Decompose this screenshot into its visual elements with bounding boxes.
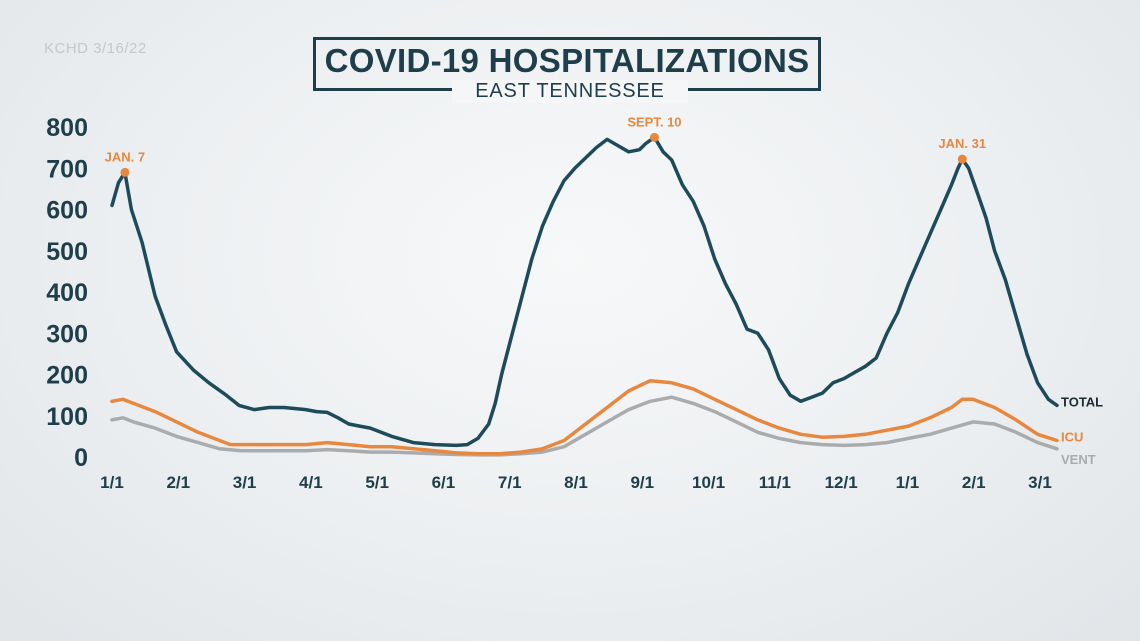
peak-marker <box>957 154 967 164</box>
peak-label: SEPT. 10 <box>627 114 681 129</box>
series-line-total <box>110 135 1059 448</box>
x-tick-label: 2/1 <box>166 473 190 492</box>
series-lines <box>110 135 1059 457</box>
y-tick-label: 800 <box>46 114 88 142</box>
x-tick-label: 10/1 <box>692 473 725 492</box>
y-tick-label: 500 <box>46 238 88 266</box>
x-tick-label: 1/1 <box>896 473 920 492</box>
x-tick-label: 9/1 <box>630 473 654 492</box>
series-line-vent <box>110 395 1059 457</box>
x-tick-label: 3/1 <box>1028 473 1052 492</box>
peak-label: JAN. 7 <box>105 149 145 164</box>
y-tick-label: 0 <box>74 444 88 472</box>
y-tick-label: 200 <box>46 362 88 390</box>
x-tick-label: 7/1 <box>498 473 522 492</box>
series-labels: VENT ICU TOTAL <box>1061 394 1103 466</box>
series-line-icu <box>110 378 1059 456</box>
x-tick-label: 11/1 <box>759 473 791 492</box>
x-tick-label: 1/1 <box>100 473 124 492</box>
x-axis-ticks: 1/1 2/1 3/1 4/1 5/1 6/1 7/1 8/1 9/1 10/1 11/1 12/1 1… <box>100 473 1052 492</box>
y-tick-label: 600 <box>46 197 88 225</box>
peak-label: JAN. 31 <box>938 136 986 151</box>
x-tick-label: 12/1 <box>825 473 858 492</box>
y-tick-label: 300 <box>46 320 88 348</box>
peak-annotations: JAN. 7 SEPT. 10 JAN. 31 <box>105 114 986 177</box>
x-tick-label: 2/1 <box>962 473 986 492</box>
x-tick-label: 3/1 <box>233 473 257 492</box>
chart-title: COVID-19 HOSPITALIZATIONS <box>324 42 810 79</box>
peak-marker <box>649 132 659 142</box>
y-tick-label: 400 <box>46 279 88 307</box>
y-tick-label: 700 <box>46 155 88 183</box>
chart-subtitle: EAST TENNESSEE <box>452 80 688 103</box>
x-tick-label: 5/1 <box>365 473 389 492</box>
source-label: KCHD 3/16/22 <box>44 40 147 57</box>
series-label-vent: VENT <box>1061 452 1096 467</box>
series-label-icu: ICU <box>1061 430 1083 445</box>
peak-marker <box>120 167 130 177</box>
series-label-total: TOTAL <box>1061 394 1103 409</box>
x-tick-label: 4/1 <box>299 473 323 492</box>
x-tick-label: 6/1 <box>432 473 456 492</box>
x-tick-label: 8/1 <box>564 473 588 492</box>
y-axis-ticks: 0 100 200 300 400 500 600 700 800 <box>46 114 88 472</box>
y-tick-label: 100 <box>46 403 88 431</box>
